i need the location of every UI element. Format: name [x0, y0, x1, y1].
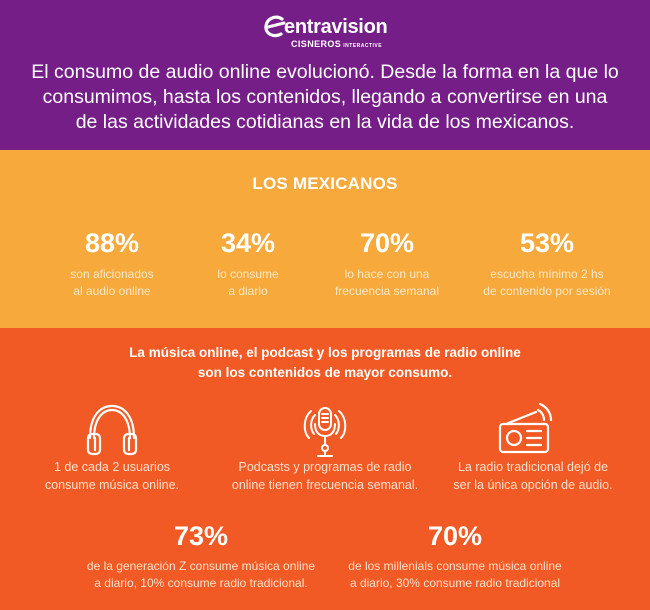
stat-description: lo hace con una frecuencia semanal [302, 266, 472, 300]
millenials-stat: 70% de los millenials consume música onl… [315, 521, 595, 592]
feature-line: 1 de cada 2 usuarios [53, 460, 171, 474]
podcast-microphone-icon [295, 400, 355, 460]
generation-z-stat: 73% de la generación Z consume música on… [61, 521, 341, 592]
stat-description-line: son aficionados [70, 267, 154, 281]
feature-text: 1 de cada 2 usuarios consume música onli… [2, 458, 222, 494]
header-banner: entravision CISNEROS INTERACTIVE El consu… [0, 0, 650, 150]
stat-description-line: de los millenials consume música online [348, 559, 562, 573]
stat-description: lo consume a diario [163, 266, 333, 300]
feature-text: Podcasts y programas de radio online tie… [215, 458, 435, 494]
stat-percentage: 70% [427, 521, 483, 551]
stat-item: 88% son aficionados al audio online [27, 228, 197, 300]
content-title: La música online, el podcast y los progr… [0, 343, 650, 383]
stat-item: 34% lo consume a diario [163, 228, 333, 300]
stat-percentage: 70% [359, 228, 415, 258]
mexicanos-section: LOS MEXICANOS 88% son aficionados al aud… [0, 150, 650, 328]
feature-line: La radio tradicional dejó de [457, 460, 609, 474]
stat-description-line: escucha mínimo 2 hs [490, 267, 604, 281]
feature-text: La radio tradicional dejó de ser la únic… [423, 458, 643, 494]
stat-description: escucha mínimo 2 hs de contenido por ses… [462, 266, 632, 300]
stat-description-line: al audio online [73, 284, 151, 298]
entravision-e-mark-icon [264, 15, 286, 38]
stat-description: de los millenials consume música online … [315, 558, 595, 592]
feature-line: Podcasts y programas de radio [238, 460, 412, 474]
content-title-line: son los contenidos de mayor consumo. [197, 365, 453, 380]
intro-text: El consumo de audio online evolucionó. D… [14, 60, 636, 135]
intro-line: consumimos, hasta los contenidos, llegan… [42, 86, 608, 108]
feature-line: ser la única opción de audio. [453, 478, 613, 492]
entravision-logo: entravision CISNEROS INTERACTIVE [262, 14, 392, 49]
intro-line: El consumo de audio online evolucionó. D… [31, 61, 619, 83]
stat-percentage: 73% [173, 521, 229, 551]
section-title: LOS MEXICANOS [252, 174, 398, 193]
stat-description-line: a diario, 10% consume radio tradicional. [94, 576, 308, 590]
feature-line: online tienen frecuencia semanal. [231, 478, 419, 492]
stat-description-line: de la generación Z consume música online [86, 559, 316, 573]
feature-line: consume música online. [44, 478, 180, 492]
stat-description-line: frecuencia semanal [334, 284, 440, 298]
content-section: La música online, el podcast y los progr… [0, 328, 650, 610]
radio-icon [496, 400, 556, 460]
brand-sub-main: CISNEROS [291, 39, 342, 49]
stat-item: 70% lo hace con una frecuencia semanal [302, 228, 472, 300]
stat-description: de la generación Z consume música online… [61, 558, 341, 592]
brand-sub: CISNEROS INTERACTIVE [291, 39, 382, 49]
stat-description-line: lo hace con una [344, 267, 430, 281]
stat-item: 53% escucha mínimo 2 hs de contenido por… [462, 228, 632, 300]
content-title-line: La música online, el podcast y los progr… [129, 345, 521, 360]
brand-sub-small: INTERACTIVE [343, 43, 383, 49]
stat-description-line: de contenido por sesión [483, 284, 611, 298]
intro-line: de las actividades cotidianas en la vida… [75, 111, 575, 133]
stat-percentage: 53% [519, 228, 575, 258]
headphones-icon [82, 400, 142, 460]
stat-description-line: a diario, 30% consume radio tradicional [349, 576, 561, 590]
stat-description-line: a diario [228, 284, 268, 298]
stat-description-line: lo consume [217, 267, 279, 281]
stat-description: son aficionados al audio online [27, 266, 197, 300]
brand-name: entravision [284, 16, 388, 38]
stat-percentage: 34% [220, 228, 276, 258]
stat-percentage: 88% [84, 228, 140, 258]
